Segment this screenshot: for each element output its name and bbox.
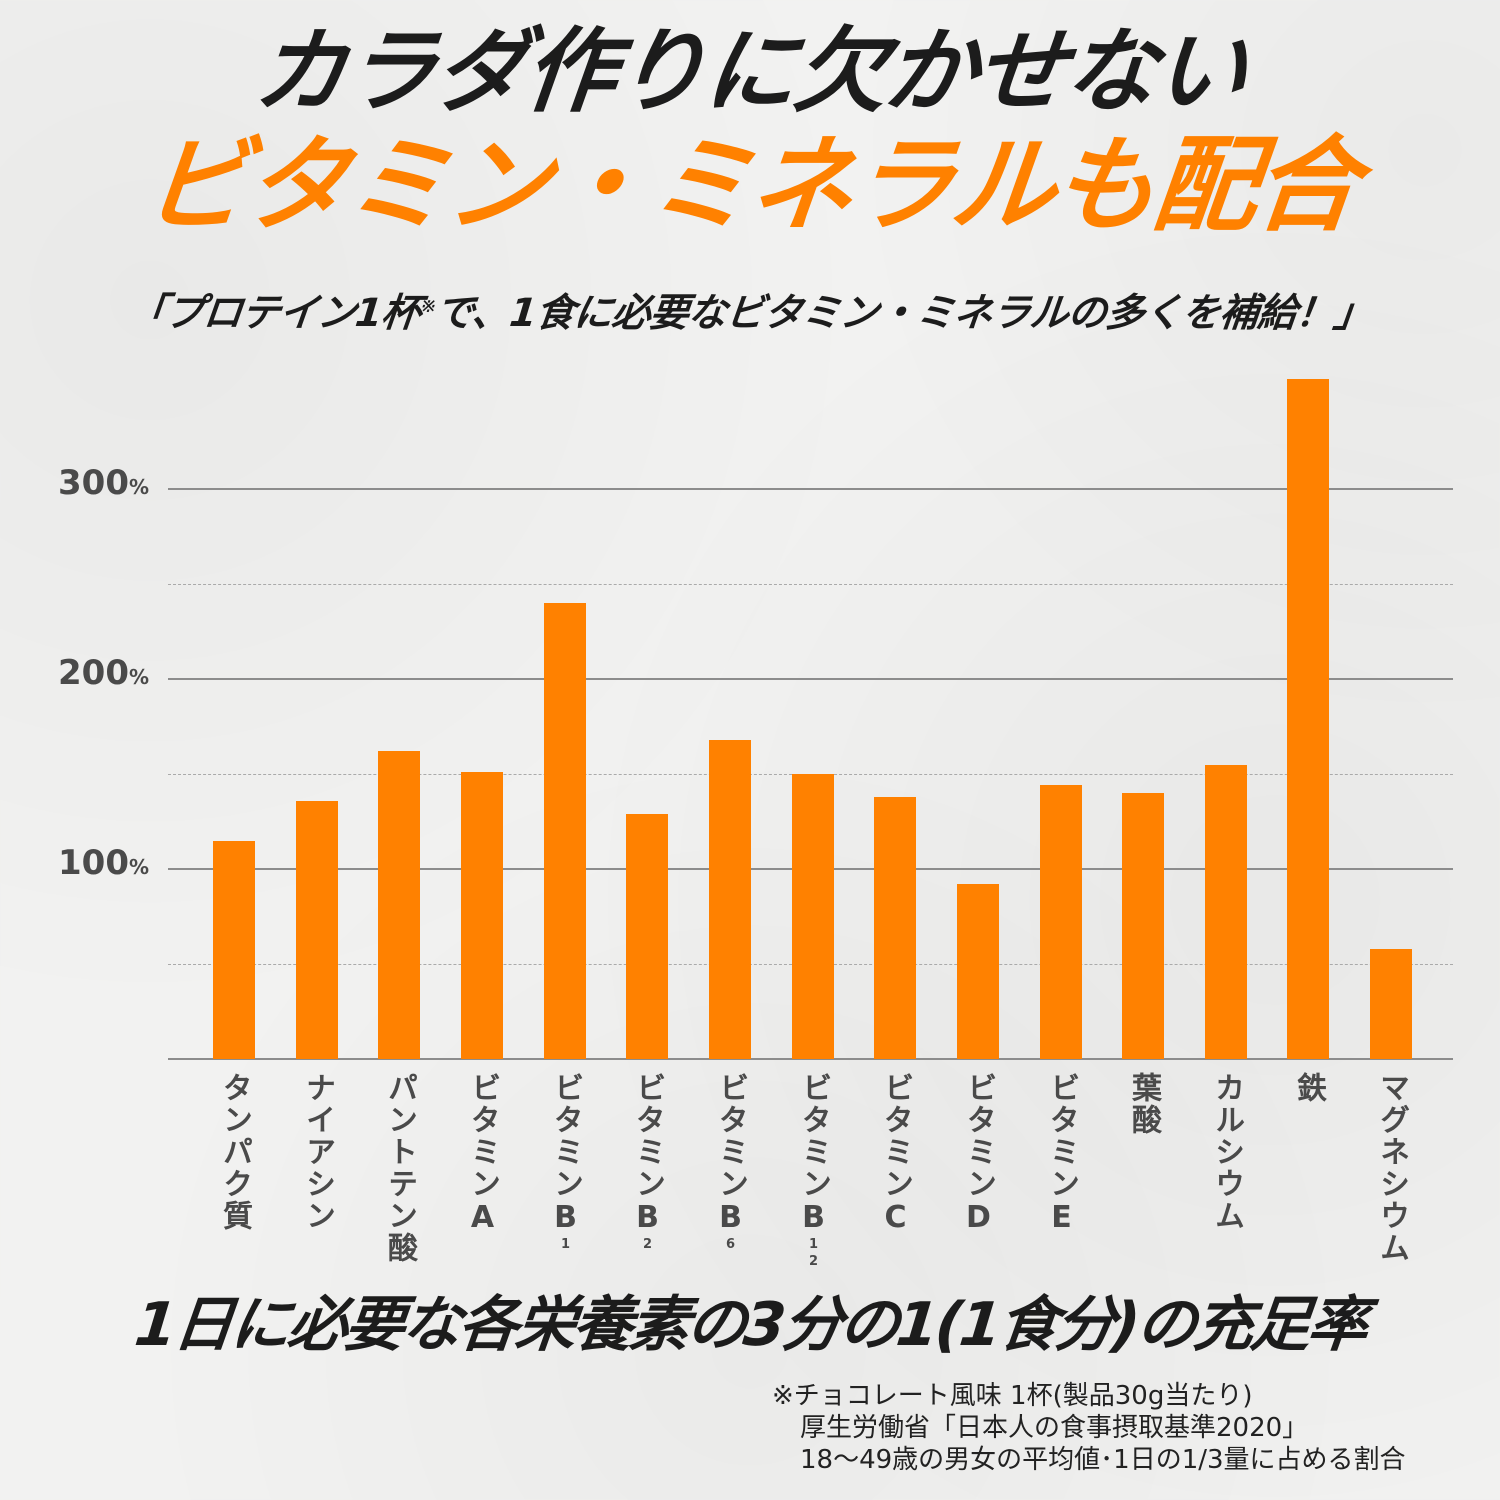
major-gridline <box>168 678 1453 680</box>
x-category-label: ビタミンB1 <box>544 1072 586 1254</box>
category-name: ビタミンB <box>713 1072 748 1237</box>
category-name: ビタミンD <box>961 1072 996 1237</box>
category-name: ビタミンA <box>465 1072 500 1237</box>
bar <box>1370 948 1412 1059</box>
category-name: パントテン酸 <box>382 1072 417 1264</box>
x-category-label: ビタミンA <box>461 1072 503 1237</box>
x-category-label: 鉄 <box>1287 1072 1329 1104</box>
x-category-label: ビタミンC <box>874 1072 916 1237</box>
x-category-label: パントテン酸 <box>378 1072 420 1264</box>
bar <box>544 603 586 1059</box>
x-category-label: マグネシウム <box>1370 1072 1412 1264</box>
category-subscript: 6 <box>723 1237 738 1254</box>
bar <box>461 772 503 1059</box>
bar <box>1205 764 1247 1059</box>
category-name: ビタミンB <box>548 1072 583 1237</box>
category-name: ナイアシン <box>300 1072 335 1232</box>
x-category-label: ビタミンB12 <box>792 1072 834 1271</box>
x-category-label: タンパク質 <box>213 1072 255 1232</box>
bar <box>1040 785 1082 1059</box>
y-tick-label: 100% <box>58 845 158 885</box>
bar <box>378 751 420 1059</box>
category-name: マグネシウム <box>1374 1072 1409 1264</box>
y-tick-label: 300% <box>58 465 158 505</box>
category-name: ビタミンE <box>1044 1072 1079 1237</box>
bar <box>874 796 916 1059</box>
category-name: タンパク質 <box>217 1072 252 1232</box>
footnotes: ※チョコレート風味 1杯(製品30g当たり) 厚生労働省「日本人の食事摂取基準2… <box>772 1380 1406 1476</box>
footnote-2: 厚生労働省「日本人の食事摂取基準2020」 <box>800 1413 1309 1443</box>
chart-caption: 1日に必要な各栄養素の3分の1(1食分)の充足率 <box>131 1290 1369 1360</box>
category-subscript: 2 <box>640 1237 655 1254</box>
x-category-label: ビタミンB6 <box>709 1072 751 1254</box>
footnote-1: ※チョコレート風味 1杯(製品30g当たり) <box>772 1381 1253 1411</box>
category-name: ビタミンB <box>630 1072 665 1237</box>
bar <box>1287 378 1329 1059</box>
bar <box>296 800 338 1059</box>
x-category-label: 葉酸 <box>1122 1072 1164 1136</box>
y-tick-label: 200% <box>58 655 158 695</box>
major-gridline <box>168 488 1453 490</box>
x-category-label: ビタミンE <box>1040 1072 1082 1237</box>
y-tick-unit: % <box>128 665 150 689</box>
category-name: カルシウム <box>1209 1072 1244 1232</box>
category-name: ビタミンB <box>796 1072 831 1237</box>
bar-chart: 100% 200% 300% タンパク質 ナイアシン パントテン酸 ビタミンA ビタミンB1 ビ… <box>58 378 1453 1271</box>
category-subscript: 12 <box>806 1237 821 1271</box>
bar <box>957 884 999 1059</box>
bar <box>626 813 668 1059</box>
category-subscript: 1 <box>558 1237 573 1254</box>
bar <box>792 774 834 1059</box>
x-category-label: カルシウム <box>1205 1072 1247 1232</box>
y-tick-value: 200 <box>58 653 129 693</box>
minor-gridline <box>168 584 1453 585</box>
bar <box>709 739 751 1059</box>
category-name: 葉酸 <box>1126 1072 1161 1136</box>
x-axis-baseline <box>168 1058 1453 1060</box>
bar <box>1122 793 1164 1059</box>
y-tick-unit: % <box>128 475 150 499</box>
y-tick-value: 100 <box>58 843 129 883</box>
x-category-label: ビタミンB2 <box>626 1072 668 1254</box>
y-tick-value: 300 <box>58 463 129 503</box>
category-name: 鉄 <box>1291 1072 1326 1104</box>
bar <box>213 840 255 1059</box>
category-name: ビタミンC <box>878 1072 913 1237</box>
x-category-label: ビタミンD <box>957 1072 999 1237</box>
footnote-3: 18〜49歳の男女の平均値･1日の1/3量に占める割合 <box>800 1445 1406 1475</box>
y-tick-unit: % <box>128 855 150 879</box>
x-category-label: ナイアシン <box>296 1072 338 1232</box>
